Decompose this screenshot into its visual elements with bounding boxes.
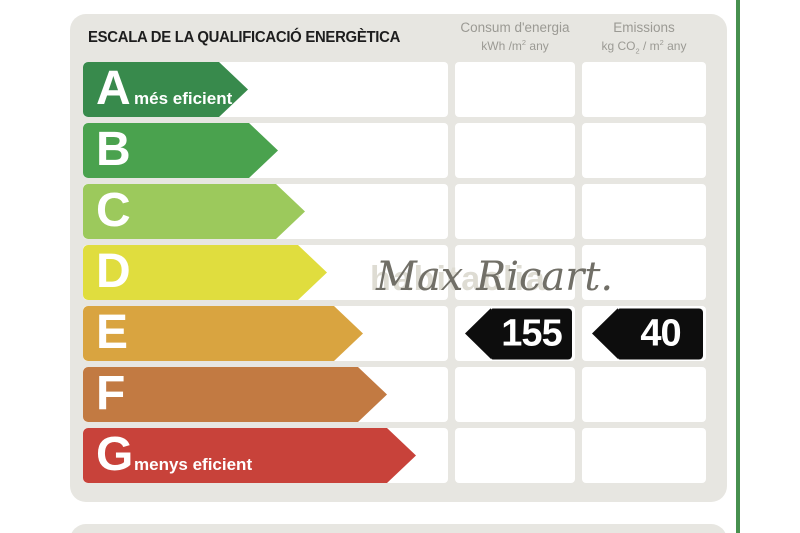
consumption-cell bbox=[455, 367, 575, 422]
rating-arrow-tip bbox=[298, 245, 327, 300]
emissions-value: 40 bbox=[640, 312, 681, 355]
rating-bar-cell: A més eficient bbox=[83, 62, 448, 117]
rating-arrow-tip bbox=[249, 123, 278, 178]
rating-bar-cell: D bbox=[83, 245, 448, 300]
rating-letter: G bbox=[96, 427, 134, 481]
rating-arrow-g: G menys eficient bbox=[83, 428, 416, 483]
rating-letter: E bbox=[96, 305, 129, 359]
emissions-cell bbox=[582, 123, 706, 178]
emissions-indicator: 40 bbox=[592, 308, 703, 359]
rating-arrow-body bbox=[83, 184, 276, 239]
rating-arrow-tip bbox=[334, 306, 363, 361]
rating-row-b: B bbox=[83, 123, 706, 178]
site-watermark: habitaclia bbox=[370, 260, 547, 298]
emissions-cell bbox=[582, 245, 706, 300]
rating-arrow-tip bbox=[387, 428, 416, 483]
rating-bar-cell: B bbox=[83, 123, 448, 178]
emissions-cell bbox=[582, 428, 706, 483]
rating-rows: A més eficient B bbox=[83, 62, 706, 489]
rating-arrow-a: A més eficient bbox=[83, 62, 248, 117]
rating-row-d: D bbox=[83, 245, 706, 300]
emissions-column-header: Emissions kg CO2 / m2 any bbox=[582, 20, 706, 55]
agency-watermark: Max Ricart. bbox=[376, 254, 614, 300]
consumption-value: 155 bbox=[501, 312, 562, 355]
emissions-cell bbox=[582, 184, 706, 239]
emissions-header-unit: kg CO2 / m2 any bbox=[601, 38, 687, 56]
rating-bar-cell: G menys eficient bbox=[83, 428, 448, 483]
consumption-cell bbox=[455, 184, 575, 239]
consumption-column-header: Consum d'energia kWh /m2 any bbox=[455, 20, 575, 53]
emissions-cell bbox=[582, 367, 706, 422]
rating-letter: D bbox=[96, 244, 131, 298]
rating-bar-cell: E bbox=[83, 306, 448, 361]
consumption-cell bbox=[455, 123, 575, 178]
rating-row-e: E 155 40 bbox=[83, 306, 706, 361]
rating-arrow-b: B bbox=[83, 123, 278, 178]
rating-arrow-body bbox=[83, 367, 358, 422]
emissions-header-title: Emissions bbox=[613, 20, 675, 35]
rating-label: més eficient bbox=[134, 89, 233, 108]
rating-arrow-e: E bbox=[83, 306, 363, 361]
rating-row-c: C bbox=[83, 184, 706, 239]
indicator-left-arrow-tip bbox=[465, 308, 491, 359]
rating-arrow-body bbox=[83, 306, 334, 361]
consumption-cell: 155 bbox=[455, 306, 575, 361]
rating-row-a: A més eficient bbox=[83, 62, 706, 117]
rating-letter: F bbox=[96, 366, 126, 420]
consumption-cell bbox=[455, 62, 575, 117]
consumption-header-title: Consum d'energia bbox=[460, 20, 570, 35]
emissions-indicator-body: 40 bbox=[618, 308, 703, 359]
emissions-cell: 40 bbox=[582, 306, 706, 361]
rating-letter: B bbox=[96, 122, 131, 176]
green-accent-line bbox=[736, 0, 740, 533]
rating-arrow-body bbox=[83, 245, 298, 300]
indicator-left-arrow-tip bbox=[592, 308, 618, 359]
consumption-cell bbox=[455, 428, 575, 483]
page-title: ESCALA DE LA QUALIFICACIÓ ENERGÈTICA bbox=[88, 29, 401, 46]
rating-letter: C bbox=[96, 183, 131, 237]
consumption-indicator: 155 bbox=[465, 308, 572, 359]
rating-arrow-body bbox=[83, 428, 387, 483]
rating-arrow-tip bbox=[276, 184, 305, 239]
rating-row-f: F bbox=[83, 367, 706, 422]
rating-arrow-c: C bbox=[83, 184, 305, 239]
consumption-header-unit: kWh /m2 any bbox=[481, 38, 549, 53]
rating-letter: A bbox=[96, 61, 131, 115]
energy-scale-panel: ESCALA DE LA QUALIFICACIÓ ENERGÈTICA Con… bbox=[70, 14, 727, 502]
consumption-cell bbox=[455, 245, 575, 300]
consumption-indicator-body: 155 bbox=[491, 308, 572, 359]
rating-row-g: G menys eficient bbox=[83, 428, 706, 483]
rating-bar-cell: F bbox=[83, 367, 448, 422]
rating-arrow-f: F bbox=[83, 367, 387, 422]
rating-arrow-body bbox=[83, 123, 249, 178]
rating-arrow-tip bbox=[358, 367, 387, 422]
emissions-cell bbox=[582, 62, 706, 117]
rating-label: menys eficient bbox=[134, 455, 253, 474]
rating-arrow-body bbox=[83, 62, 219, 117]
secondary-panel-top bbox=[70, 524, 727, 533]
rating-arrow-d: D bbox=[83, 245, 327, 300]
rating-bar-cell: C bbox=[83, 184, 448, 239]
